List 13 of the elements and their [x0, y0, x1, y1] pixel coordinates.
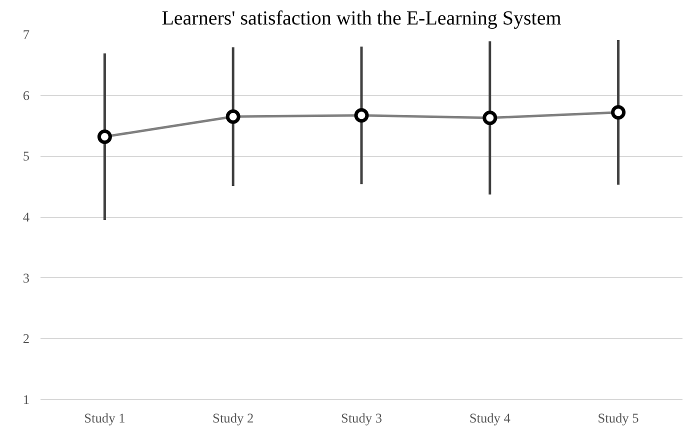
x-tick-label: Study 5 — [598, 410, 640, 426]
y-tick-label: 3 — [22, 270, 30, 286]
y-tick-label: 6 — [22, 88, 30, 103]
y-tick-label: 4 — [22, 210, 30, 224]
y-tick-label: 7 — [22, 27, 30, 42]
x-tick-label: Study 1 — [84, 410, 126, 426]
y-tick-label: 2 — [22, 331, 30, 346]
chart-title: Learners' satisfaction with the E-Learning System — [162, 8, 562, 30]
y-tick-label: 1 — [22, 392, 30, 407]
x-tick-label: Study 3 — [340, 410, 382, 426]
x-tick-label: Study 2 — [212, 410, 254, 426]
x-tick-label: Study 4 — [469, 410, 511, 426]
y-tick-label: 5 — [22, 148, 30, 164]
